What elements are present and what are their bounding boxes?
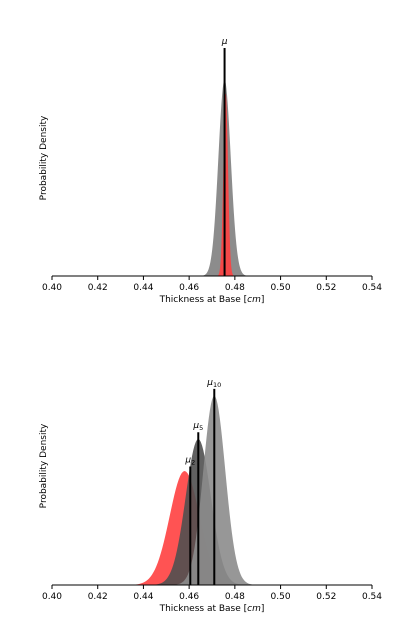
x-tick-label: 0.40 [42,592,62,602]
mean-markers: μ2 μ5 μ10 [184,378,221,585]
x-tick-label: 0.42 [88,283,108,293]
x-tick-label: 0.42 [88,592,108,602]
y-axis-label: Probability Density [39,423,49,508]
x-tick-group: 0.40 0.42 0.44 0.46 0.48 0.50 0.52 0.54 [42,276,382,293]
mean-label-1: μ5 [192,421,203,432]
x-tick-label: 0.52 [316,592,336,602]
x-tick-label: 0.44 [133,283,153,293]
density-area-1 [215,93,236,276]
mean-markers: μ [221,37,228,276]
bottom-chart: μ2 μ5 μ10 0.40 0.42 0.44 0.46 0.48 0.50 0.52 0.54… [39,378,382,614]
mean-label-2: μ10 [206,378,221,389]
x-tick-label: 0.50 [271,592,291,602]
x-tick-label: 0.46 [179,592,199,602]
y-axis-label: Probability Density [39,115,49,200]
x-tick-label: 0.40 [42,283,62,293]
x-tick-label: 0.52 [316,283,336,293]
x-tick-label: 0.48 [225,283,245,293]
mean-label-0: μ [221,37,228,47]
x-tick-label: 0.54 [362,592,382,602]
x-tick-label: 0.44 [133,592,153,602]
x-axis-label: Thickness at Base [cm] [159,604,265,614]
mean-label-0: μ2 [184,455,195,466]
x-axis-label: Thickness at Base [cm] [159,295,265,305]
x-tick-group: 0.40 0.42 0.44 0.46 0.48 0.50 0.52 0.54 [42,585,382,602]
x-tick-label: 0.48 [225,592,245,602]
x-tick-label: 0.50 [271,283,291,293]
x-tick-label: 0.46 [179,283,199,293]
x-tick-label: 0.54 [362,283,382,293]
top-chart: μ 0.40 0.42 0.44 0.46 0.48 0.50 0.52 0.54 Thick… [39,37,382,305]
